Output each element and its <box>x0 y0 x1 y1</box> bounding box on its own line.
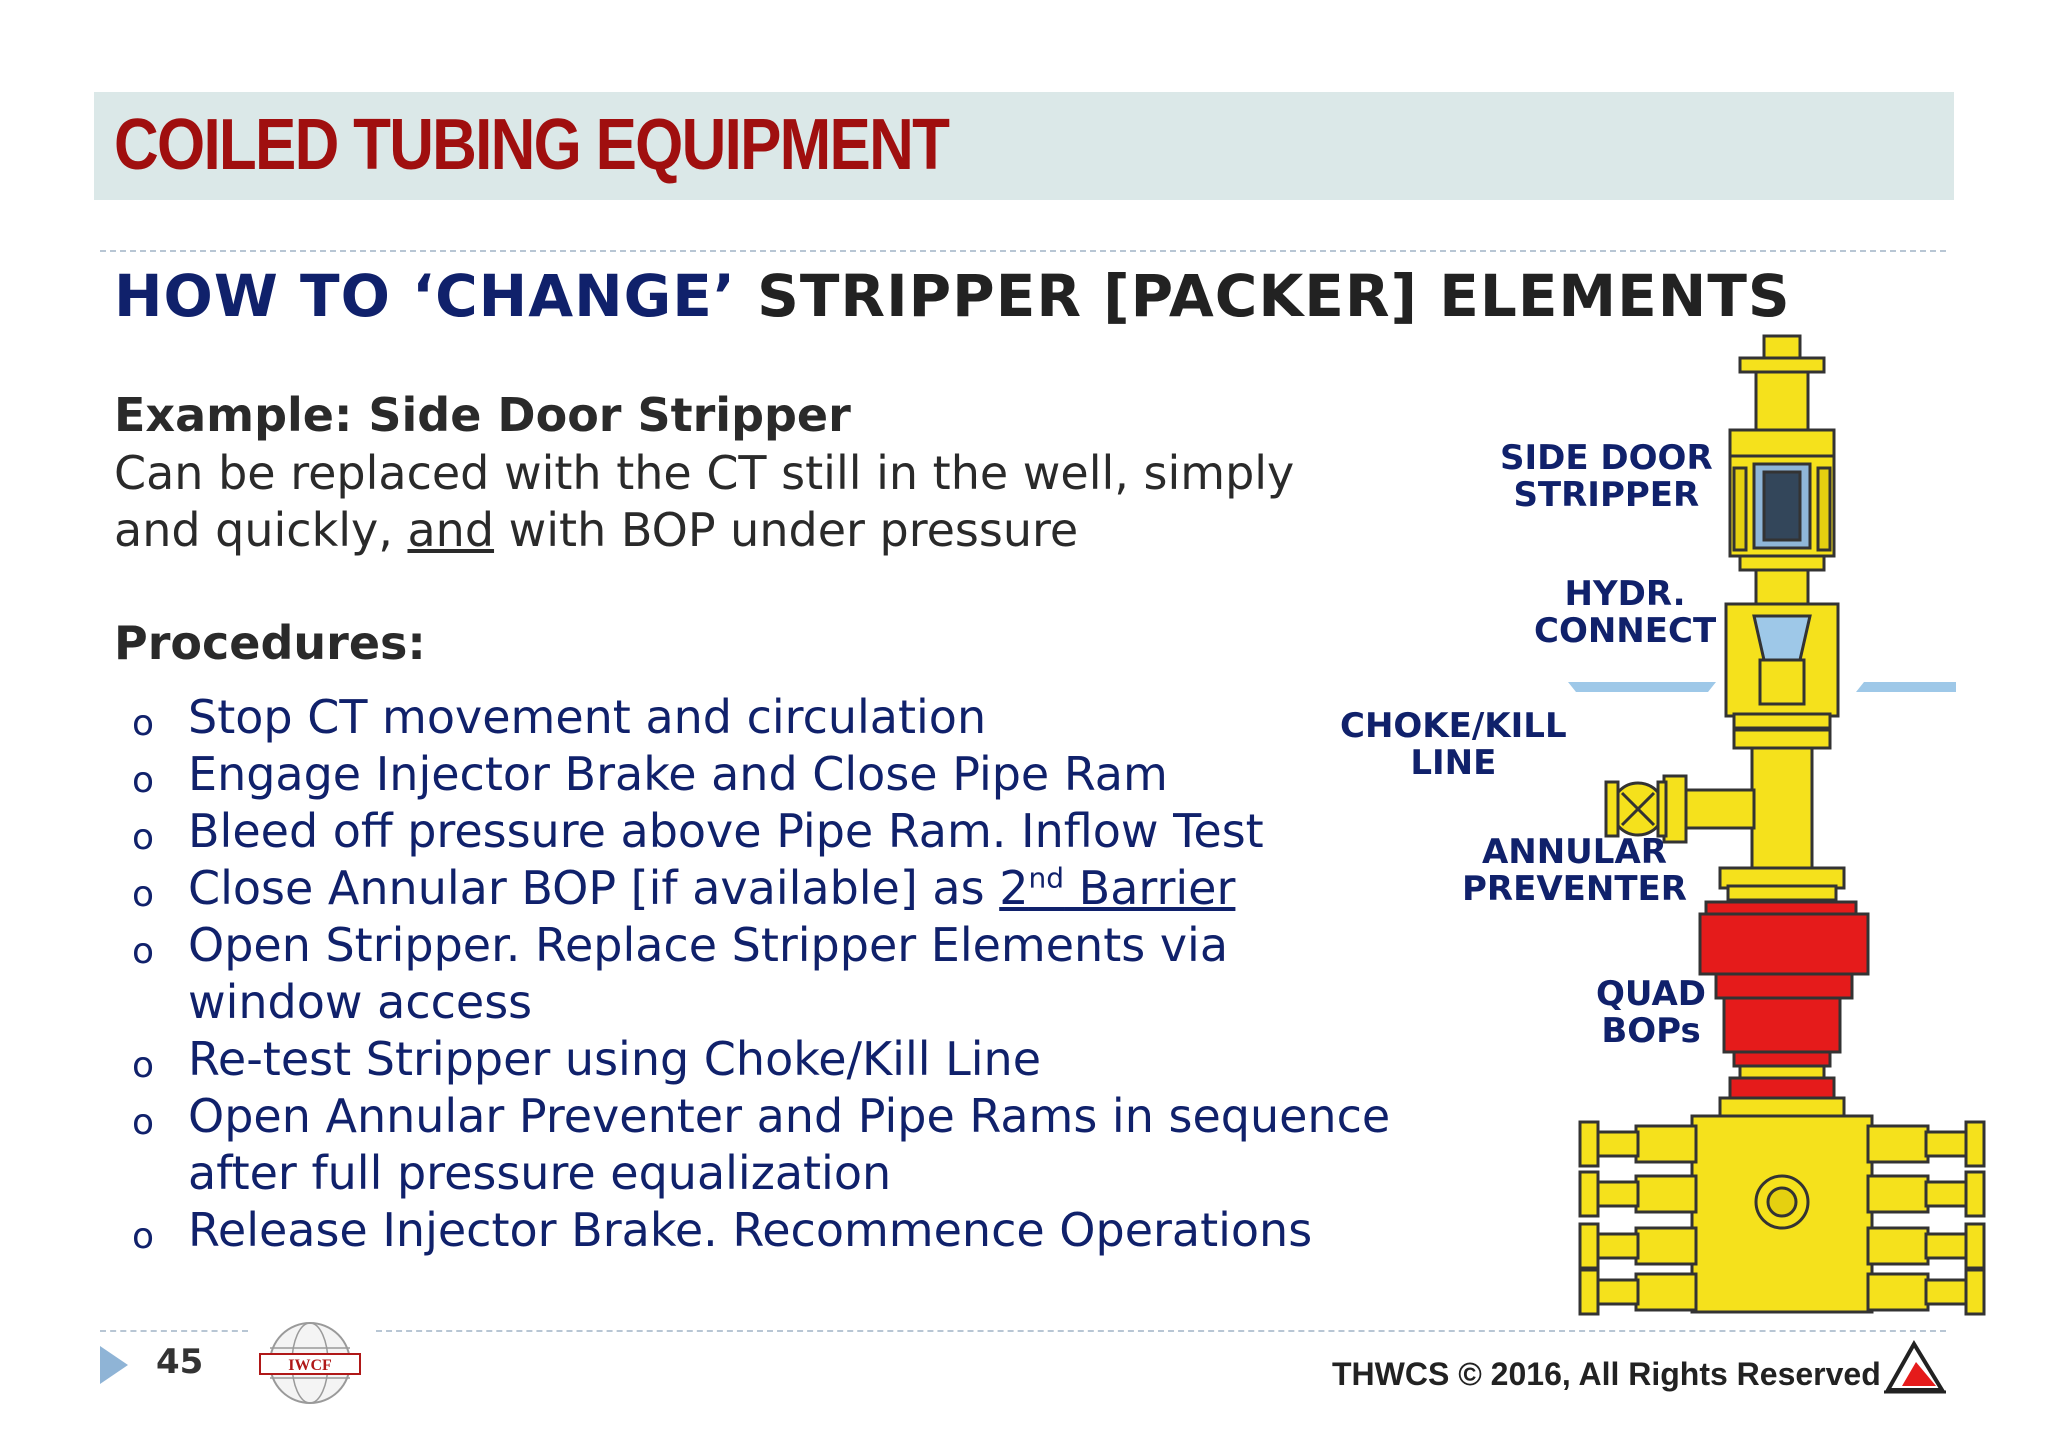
bullet-icon: o <box>132 760 155 801</box>
procedure-item: Re-test Stripper using Choke/Kill Line <box>188 1032 1041 1086</box>
divider <box>100 250 1946 252</box>
procedure-item: Close Annular BOP [if available] as 2nd … <box>188 861 1235 915</box>
procedure-item: Open Stripper. Replace Stripper Elements… <box>188 918 1229 972</box>
plate-right <box>1856 682 1956 692</box>
procedure-item-continued: after full pressure equalization <box>188 1146 892 1200</box>
procedure-item: Bleed off pressure above Pipe Ram. Inflo… <box>188 804 1264 858</box>
label-annular-preventer: ANNULAR PREVENTER <box>1462 834 1687 908</box>
copyright-text: THWCS © 2016, All Rights Reserved <box>1332 1356 1881 1392</box>
example-text: and quickly, <box>114 503 408 557</box>
example-line-2: and quickly, and with BOP under pressure <box>114 503 1078 557</box>
procedure-item-continued: window access <box>188 975 533 1029</box>
bullet-icon: o <box>132 874 155 915</box>
label-line: HYDR. <box>1564 574 1686 614</box>
top-cap <box>1762 334 1802 362</box>
ram-left-3 <box>1634 1226 1698 1266</box>
example-line-1: Can be replaced with the CT still in the… <box>114 446 1295 500</box>
procedure-item: Engage Injector Brake and Close Pipe Ram <box>188 747 1168 801</box>
label-choke-kill-line: CHOKE/KILL LINE <box>1340 708 1567 782</box>
page-number: 45 <box>156 1342 204 1382</box>
thwcs-logo <box>1884 1340 1946 1394</box>
bullet-icon: o <box>132 1045 155 1086</box>
page-title: COILED TUBING EQUIPMENT <box>114 105 950 185</box>
procedure-number: 2 <box>999 861 1029 915</box>
bullet-icon: o <box>132 703 155 744</box>
ram-right-3 <box>1866 1226 1930 1266</box>
label-line: BOPs <box>1601 1011 1701 1051</box>
plate-left <box>1568 682 1716 692</box>
ram-left-2 <box>1634 1174 1698 1214</box>
bullet-icon: o <box>132 931 155 972</box>
ram-left-1 <box>1634 1124 1698 1164</box>
label-line: SIDE DOOR <box>1500 438 1713 478</box>
procedure-item: Open Annular Preventer and Pipe Rams in … <box>188 1089 1391 1143</box>
procedure-superscript: nd <box>1028 861 1065 895</box>
header-band <box>94 92 1954 200</box>
logo-text: IWCF <box>288 1357 332 1374</box>
procedure-item: Release Injector Brake. Recommence Opera… <box>188 1203 1313 1257</box>
label-hydraulic-connect: HYDR. CONNECT <box>1534 576 1716 650</box>
label-line: QUAD <box>1596 974 1707 1014</box>
label-line: ANNULAR <box>1481 832 1667 872</box>
label-side-door-stripper: SIDE DOOR STRIPPER <box>1500 440 1713 514</box>
annular-preventer <box>1698 912 1870 976</box>
example-underlined: and <box>407 503 495 557</box>
procedures-title: Procedures: <box>114 616 426 670</box>
ram-right-2 <box>1866 1174 1930 1214</box>
procedure-text: Close Annular BOP [if available] as <box>188 861 1000 915</box>
bullet-icon: o <box>132 1216 155 1257</box>
example-title: Example: Side Door Stripper <box>114 388 851 442</box>
iwcf-logo: IWCF <box>259 1322 361 1404</box>
procedure-underlined: 2nd Barrier <box>999 861 1235 915</box>
ram-right-4 <box>1866 1272 1930 1312</box>
section-heading: HOW TO ‘CHANGE’ STRIPPER [PACKER] ELEMEN… <box>114 262 1791 330</box>
procedure-text: Barrier <box>1064 861 1236 915</box>
ram-left-4 <box>1634 1272 1698 1312</box>
label-quad-bops: QUAD BOPs <box>1596 976 1706 1050</box>
heading-part-1: HOW TO ‘CHANGE’ <box>114 262 736 330</box>
example-text: with BOP under pressure <box>494 503 1079 557</box>
label-line: PREVENTER <box>1462 869 1687 909</box>
procedure-item: Stop CT movement and circulation <box>188 690 987 744</box>
bullet-icon: o <box>132 817 155 858</box>
ram-right-1 <box>1866 1124 1930 1164</box>
bop-stack-diagram <box>1568 334 1986 1316</box>
footer-divider <box>376 1330 1946 1332</box>
label-line: CHOKE/KILL <box>1340 706 1567 746</box>
bullet-icon: o <box>132 1102 155 1143</box>
slide-marker-icon <box>100 1346 128 1384</box>
heading-part-2: STRIPPER [PACKER] ELEMENTS <box>735 262 1791 330</box>
label-line: LINE <box>1410 743 1497 783</box>
label-line: STRIPPER <box>1513 475 1700 515</box>
footer-divider <box>100 1330 248 1332</box>
label-line: CONNECT <box>1534 611 1717 651</box>
